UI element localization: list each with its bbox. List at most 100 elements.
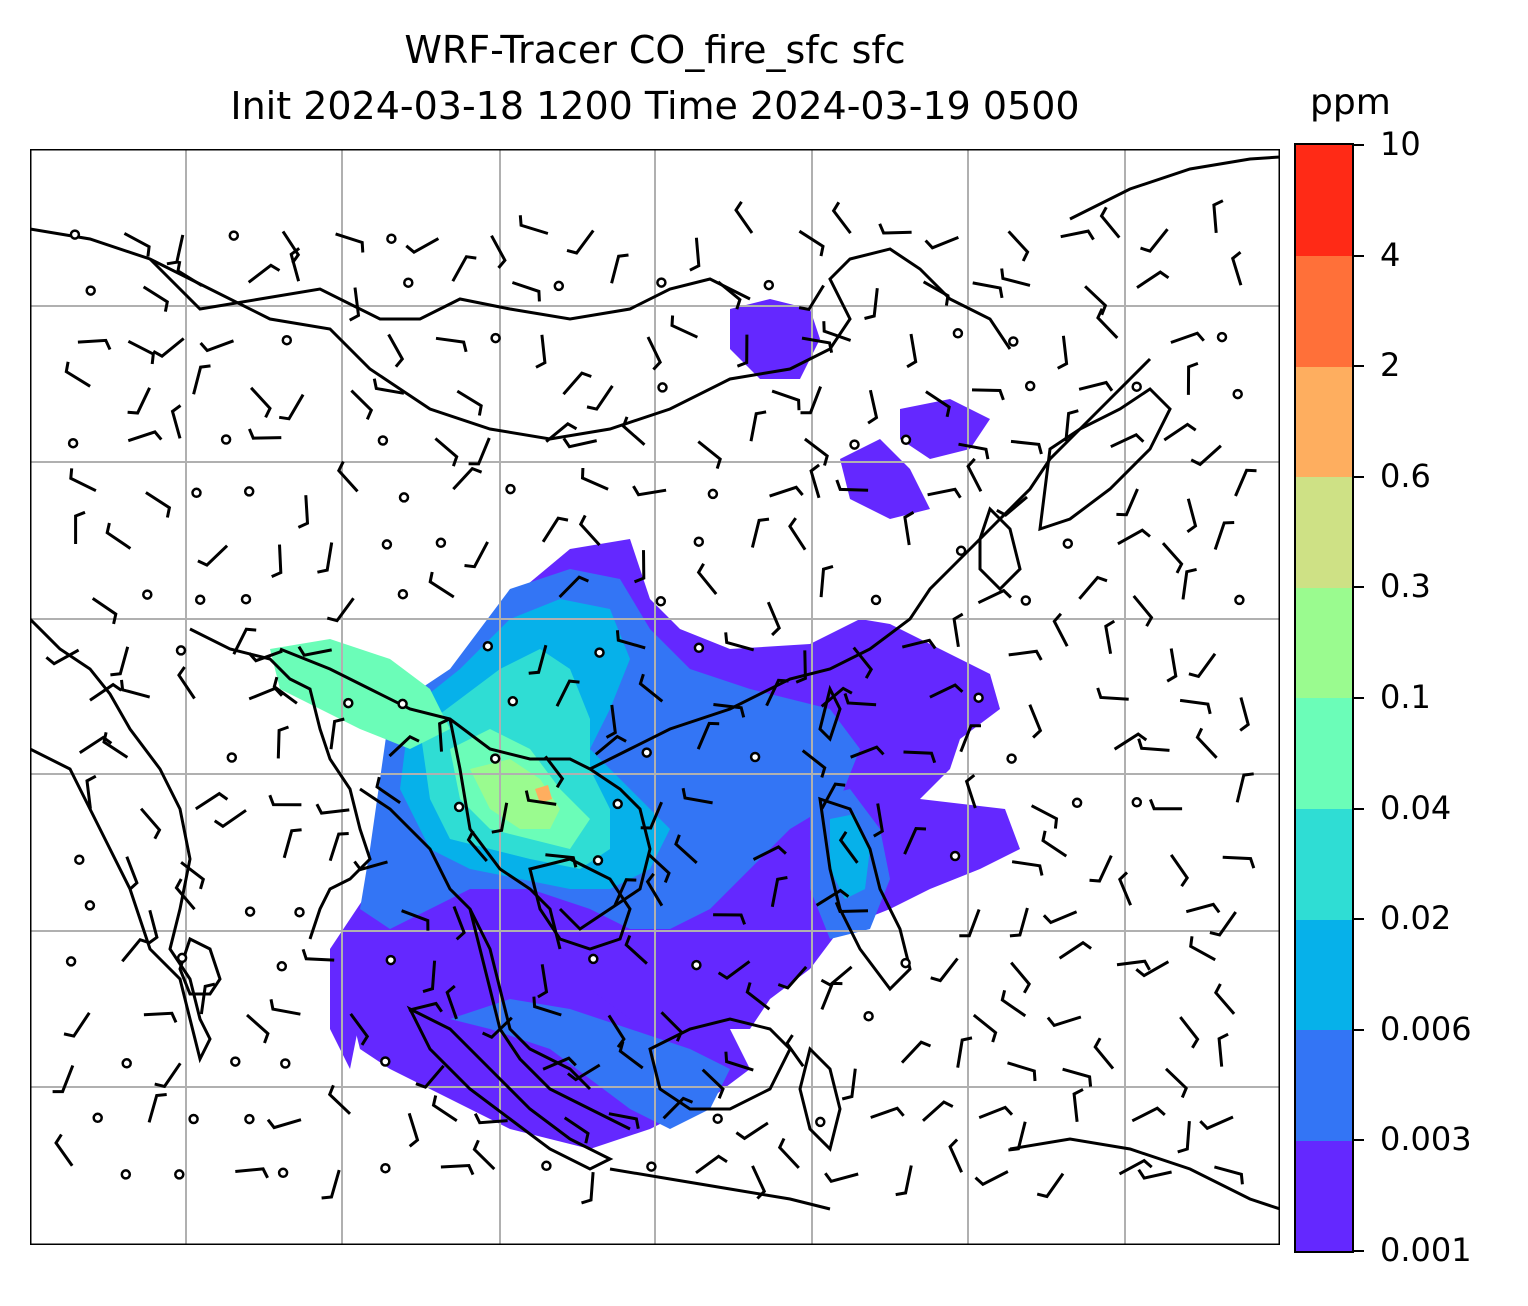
colorbar-tick	[1352, 475, 1364, 478]
wind-barb	[581, 1171, 595, 1205]
wind-barb	[518, 215, 549, 235]
wind-barb	[289, 247, 301, 282]
wind-barb	[301, 948, 335, 962]
wind-barb	[927, 487, 962, 499]
wind-barb	[1186, 361, 1199, 395]
wind-barb	[1132, 594, 1154, 627]
wind-barb	[166, 234, 185, 266]
wind-barb	[524, 790, 557, 806]
wind-barb	[820, 782, 846, 810]
wind-barb	[1113, 732, 1148, 751]
figure-title: WRF-Tracer CO_fire_sfc sfc	[404, 28, 906, 72]
calm-wind-circle	[276, 961, 288, 972]
northeast-coast	[1069, 155, 1280, 221]
wind-barb	[1060, 229, 1095, 241]
calm-wind-circle	[398, 492, 410, 503]
wind-barb	[713, 703, 746, 718]
wind-barb	[456, 389, 483, 416]
wind-barb	[798, 284, 825, 312]
wind-barb	[1136, 270, 1170, 289]
wind-barb	[452, 466, 483, 491]
wind-barb	[1188, 652, 1217, 679]
wind-barb	[408, 1001, 443, 1013]
wind-barb	[689, 237, 701, 272]
calm-wind-circle	[541, 1160, 552, 1172]
wind-barb	[831, 201, 852, 235]
wind-barb	[838, 830, 859, 864]
wind-barb	[713, 913, 747, 925]
calm-wind-circle	[1234, 594, 1245, 606]
wind-barb	[123, 232, 151, 257]
calm-wind-circle	[482, 640, 494, 652]
wind-barb	[1118, 1158, 1153, 1176]
calm-wind-circle	[712, 1113, 723, 1124]
wind-barb	[841, 1068, 857, 1101]
wind-barb	[194, 791, 229, 811]
wind-barb	[580, 467, 609, 491]
wind-barb	[177, 666, 196, 700]
calm-wind-circle	[74, 854, 85, 865]
wind-barb	[353, 860, 388, 872]
wind-barb	[1217, 1032, 1229, 1067]
colorbar-segment	[1296, 587, 1352, 699]
calm-wind-circle	[120, 1169, 132, 1180]
colorbar-segment	[1296, 255, 1352, 367]
wind-barb	[996, 495, 1028, 517]
colorbar-tick	[1352, 1250, 1364, 1252]
calm-wind-circle	[85, 285, 96, 296]
map-panel	[30, 149, 1280, 1245]
wind-barb	[110, 646, 130, 677]
india-coast	[30, 617, 212, 1064]
calm-wind-circle	[226, 752, 238, 763]
wind-barb	[1135, 960, 1170, 978]
calm-wind-circle	[815, 1116, 826, 1128]
sumatra	[406, 1005, 614, 1171]
wind-barb	[127, 430, 163, 443]
wind-barb	[646, 336, 662, 371]
wind-barb	[777, 1137, 800, 1169]
wind-barb	[724, 1051, 754, 1072]
calm-wind-circle	[121, 1058, 132, 1069]
wind-barbs	[45, 199, 1257, 1205]
wind-barb	[974, 1170, 1009, 1187]
wind-barb	[121, 937, 151, 963]
wind-barb	[972, 281, 1004, 299]
wind-barb	[852, 646, 874, 679]
calm-wind-circle	[380, 1056, 391, 1067]
wind-barb	[428, 571, 455, 599]
borneo	[648, 1017, 792, 1111]
calm-wind-circle	[870, 594, 882, 606]
calm-wind-circle	[142, 589, 153, 600]
wind-barb	[1062, 1067, 1093, 1087]
wind-barb	[63, 1011, 91, 1038]
wind-barb	[771, 389, 801, 411]
wind-barb	[1000, 268, 1031, 287]
wind-barb	[798, 229, 825, 257]
wind-barb	[269, 999, 301, 1016]
wind-barb	[145, 491, 172, 518]
wind-barb	[197, 544, 229, 567]
wind-barb	[544, 755, 565, 789]
wind-barb	[978, 1105, 1014, 1119]
wind-barb	[801, 336, 834, 353]
wind-barb	[266, 1118, 302, 1130]
wind-barb	[1078, 575, 1108, 600]
colorbar-tick	[1352, 697, 1364, 699]
wind-barb	[878, 223, 912, 235]
colorbar-tick-label: 0.006	[1380, 1009, 1472, 1048]
wind-barb	[1179, 1016, 1200, 1049]
wind-barb	[824, 1172, 859, 1184]
wind-barb	[610, 253, 629, 284]
wind-barb	[249, 386, 272, 419]
calm-wind-circle	[191, 487, 202, 499]
myanmar-thailand-border	[448, 718, 562, 950]
calm-wind-circle	[949, 850, 961, 862]
lat-lon-grid	[30, 149, 1280, 1245]
sulawesi	[798, 1046, 842, 1152]
calm-wind-circle	[691, 959, 702, 971]
wind-barb	[1222, 855, 1256, 869]
calm-wind-circle	[863, 1010, 874, 1022]
calm-wind-circle	[657, 382, 668, 393]
calm-wind-circle	[641, 747, 652, 758]
wind-barb	[1137, 1168, 1172, 1180]
